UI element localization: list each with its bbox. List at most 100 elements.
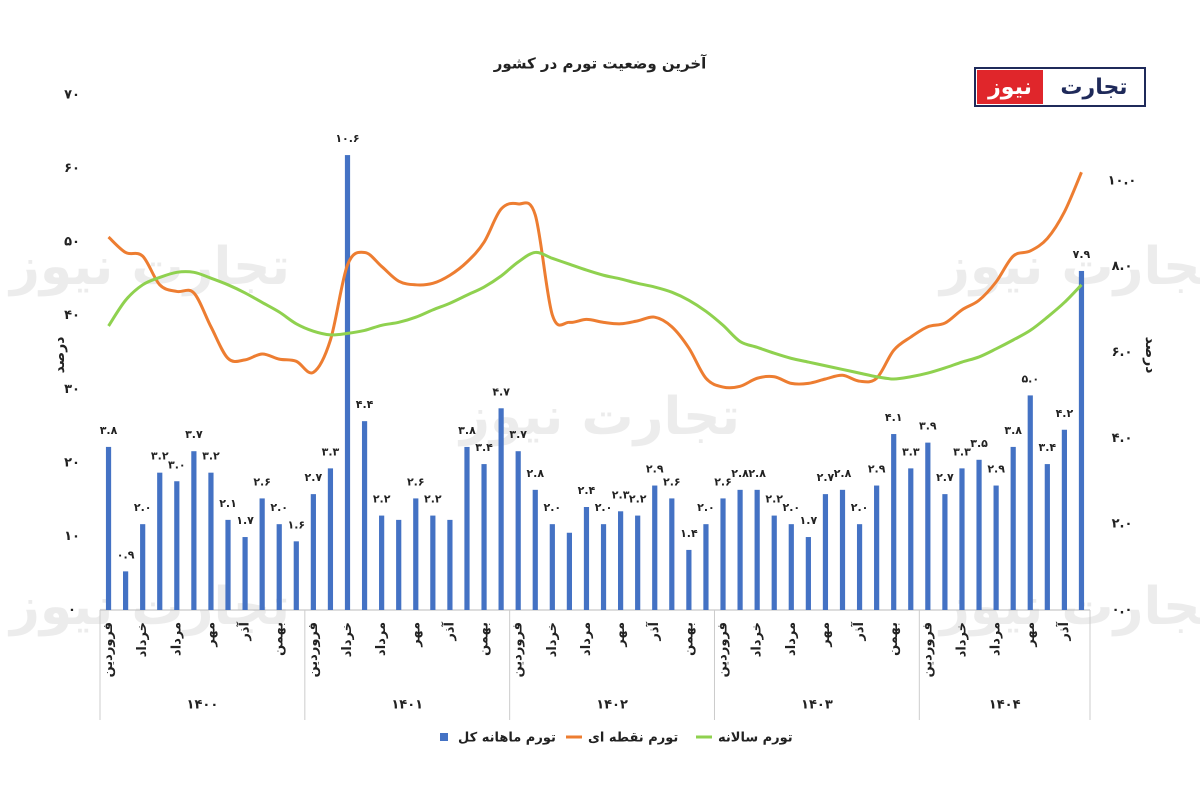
- data-label: ۳.۲: [151, 450, 169, 463]
- data-label: ۲.۸: [526, 467, 544, 480]
- data-label: ۲.۶: [714, 475, 732, 488]
- data-label: ۲.۴: [578, 484, 596, 497]
- bar: [157, 472, 163, 610]
- bar: [225, 519, 231, 610]
- y2-tick-label: ۲.۰: [1112, 517, 1133, 532]
- y-tick-label: ۱۰: [64, 529, 80, 544]
- data-label: ۳.۴: [475, 441, 493, 454]
- data-label: ۳.۹: [919, 420, 937, 433]
- logo-accent: نیوز: [987, 75, 1032, 100]
- x-tick-label: مرداد: [989, 622, 1004, 656]
- legend-label: تورم ماهانه کل: [458, 731, 556, 746]
- legend-swatch: [440, 733, 448, 741]
- x-tick-label: مرداد: [579, 622, 594, 656]
- bar: [618, 511, 624, 610]
- x-tick-label: خرداد: [135, 622, 150, 657]
- data-label: ۴.۷: [492, 385, 510, 398]
- y-tick-label: ۷۰: [64, 88, 80, 103]
- bar: [925, 442, 931, 610]
- bar: [583, 507, 590, 610]
- bar: [600, 524, 607, 610]
- x-group-label: ۱۴۰۲: [596, 698, 628, 713]
- bar: [1061, 429, 1067, 610]
- bar: [703, 524, 709, 610]
- chart-title: آخرین وضعیت تورم در کشور: [493, 55, 707, 73]
- y-tick-label: ۵۰: [64, 235, 80, 250]
- x-tick-label: مرداد: [169, 622, 184, 656]
- data-label: ۱.۷: [236, 514, 254, 527]
- data-label: ۲.۰: [134, 501, 152, 514]
- bar: [430, 515, 436, 610]
- bar: [754, 489, 760, 610]
- y2-tick-label: ۰.۰: [1112, 603, 1133, 618]
- watermark: تجارت نیوز: [457, 387, 740, 447]
- bar: [105, 446, 112, 610]
- x-tick-label: آذر: [236, 621, 253, 641]
- x-tick-label: مهر: [408, 622, 423, 648]
- data-label: ۳.۲: [202, 450, 220, 463]
- data-label: ۲.۹: [868, 463, 886, 476]
- bar: [566, 532, 572, 610]
- bar: [413, 498, 419, 610]
- bar: [720, 498, 726, 610]
- bar: [1027, 395, 1033, 610]
- y-tick-label: ۲۰: [64, 455, 80, 470]
- data-label: ۲.۶: [253, 475, 271, 488]
- data-label: ۲.۹: [987, 463, 1005, 476]
- x-tick-label: آذر: [645, 621, 662, 641]
- x-group-label: ۱۴۰۰: [187, 698, 219, 713]
- y-tick-label: ۶۰: [64, 161, 80, 176]
- x-tick-label: آذر: [1055, 621, 1072, 641]
- legend-label: تورم نقطه ای: [588, 731, 678, 746]
- x-tick-label: فروردین: [920, 622, 935, 677]
- y-tick-label: ۴۰: [64, 308, 80, 323]
- bar: [959, 468, 965, 610]
- data-label: ۱.۴: [680, 527, 698, 540]
- bar: [396, 519, 402, 610]
- x-tick-label: مرداد: [374, 622, 389, 656]
- data-label: ۳.۸: [1004, 424, 1022, 437]
- bar: [361, 421, 368, 610]
- data-label: ۳.۵: [970, 437, 988, 450]
- data-label: ۱.۶: [287, 518, 305, 531]
- data-label: ۴.۲: [1056, 407, 1074, 420]
- data-label: ۲.۱: [219, 497, 237, 510]
- x-tick-label: مهر: [818, 622, 833, 648]
- y-tick-label: ۳۰: [64, 382, 80, 397]
- bar: [123, 571, 129, 610]
- x-group-label: ۱۴۰۴: [989, 698, 1021, 713]
- data-label: ۱۰.۶: [335, 132, 359, 145]
- data-label: ۲.۷: [305, 471, 323, 484]
- x-tick-label: فروردین: [101, 622, 116, 677]
- x-tick-label: مهر: [613, 622, 628, 648]
- bar: [464, 446, 470, 610]
- bar: [942, 494, 948, 610]
- y2-tick-label: ۱۰.۰: [1108, 173, 1137, 188]
- data-label: ۲.۰: [595, 501, 613, 514]
- x-tick-label: فروردین: [716, 622, 731, 677]
- data-label: ۳.۰: [168, 458, 186, 471]
- bar: [276, 524, 282, 610]
- line: [107, 250, 1083, 381]
- bar: [191, 451, 197, 610]
- bar: [327, 468, 334, 610]
- data-label: ۲.۶: [663, 475, 681, 488]
- bar: [208, 472, 214, 610]
- x-tick-label: آذر: [850, 621, 867, 641]
- y2-tick-label: ۶.۰: [1112, 345, 1133, 360]
- watermark: تجارت نیوز: [937, 237, 1200, 297]
- bar: [1010, 446, 1016, 610]
- bar: [822, 494, 829, 610]
- x-tick-label: فروردین: [511, 622, 526, 677]
- bar: [344, 155, 351, 611]
- data-label: ۳.۴: [1039, 441, 1057, 454]
- line: [107, 171, 1083, 390]
- data-label: ۲.۲: [373, 493, 391, 506]
- bar: [1044, 464, 1050, 610]
- y2-axis-label: درصد: [1142, 337, 1158, 374]
- data-label: ۲.۲: [424, 493, 442, 506]
- bar: [532, 489, 538, 610]
- x-tick-label: آذر: [440, 621, 457, 641]
- bar: [1078, 270, 1085, 610]
